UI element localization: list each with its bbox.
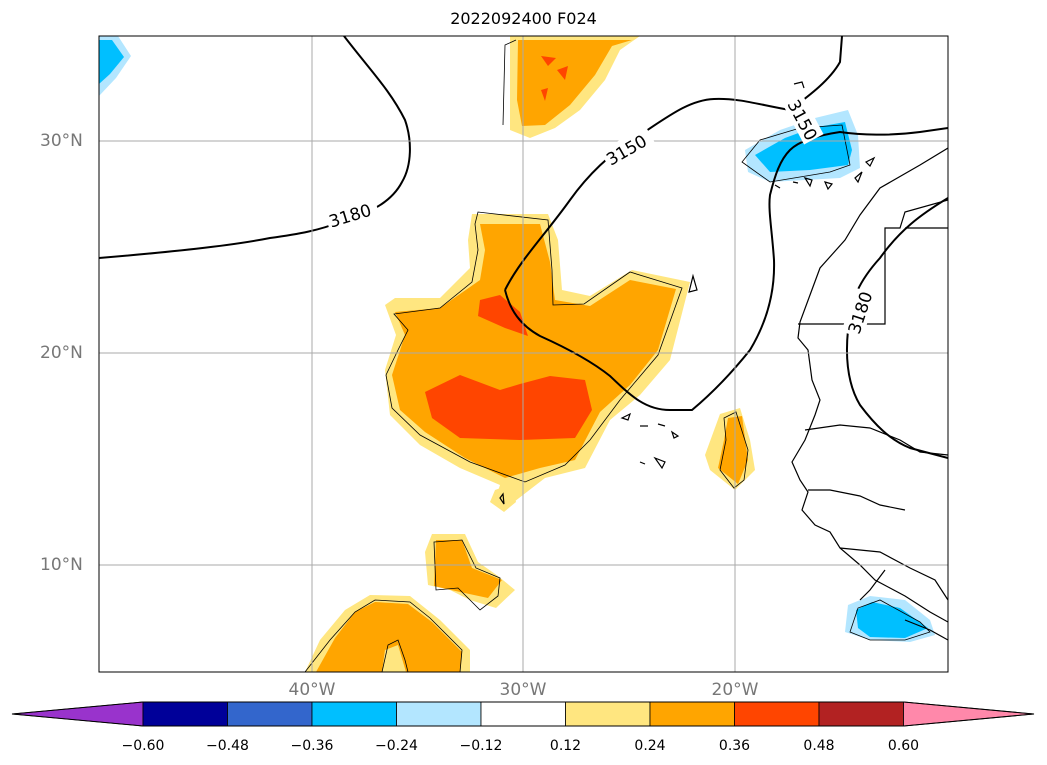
colorbar-tick: −0.48 [206,738,249,754]
colorbar-tick: 0.36 [718,738,751,754]
colorbar-tick: −0.36 [290,738,334,754]
coastlines [791,147,948,641]
anomaly-outlines [304,39,931,672]
colorbar-tick: −0.24 [375,738,418,754]
colorbar [11,701,1035,727]
colorbar-segment [818,701,904,727]
lon-label-20w: 20°W [711,680,759,700]
colorbar-tick: 0.24 [634,738,666,754]
lat-label-20n: 20°N [40,343,83,363]
islands [499,81,876,505]
colorbar-segment [734,701,820,727]
lat-label-30n: 30°N [40,131,83,151]
colorbar-segment [480,701,566,727]
anomaly-shading [99,36,935,672]
colorbar-tick: 0.12 [549,738,582,754]
map-panel [99,36,948,672]
colorbar-extend-right [903,701,1035,727]
colorbar-segment [565,701,651,727]
colorbar-tick: −0.60 [121,738,165,754]
lat-label-10n: 10°N [40,555,83,575]
colorbar-segment [142,701,228,727]
colorbar-tick: 0.48 [803,738,835,754]
colorbar-extend-left [11,701,144,727]
map-title: 2022092400 F024 [450,9,597,28]
colorbar-segment [227,701,313,727]
colorbar-tick: −0.12 [459,738,503,754]
lon-label-30w: 30°W [499,680,547,700]
lon-label-40w: 40°W [288,680,336,700]
colorbar-segment [311,701,397,727]
colorbar-segment [649,701,735,727]
colorbar-segment [396,701,482,727]
colorbar-tick: 0.60 [887,738,920,754]
map-frame [98,35,949,673]
